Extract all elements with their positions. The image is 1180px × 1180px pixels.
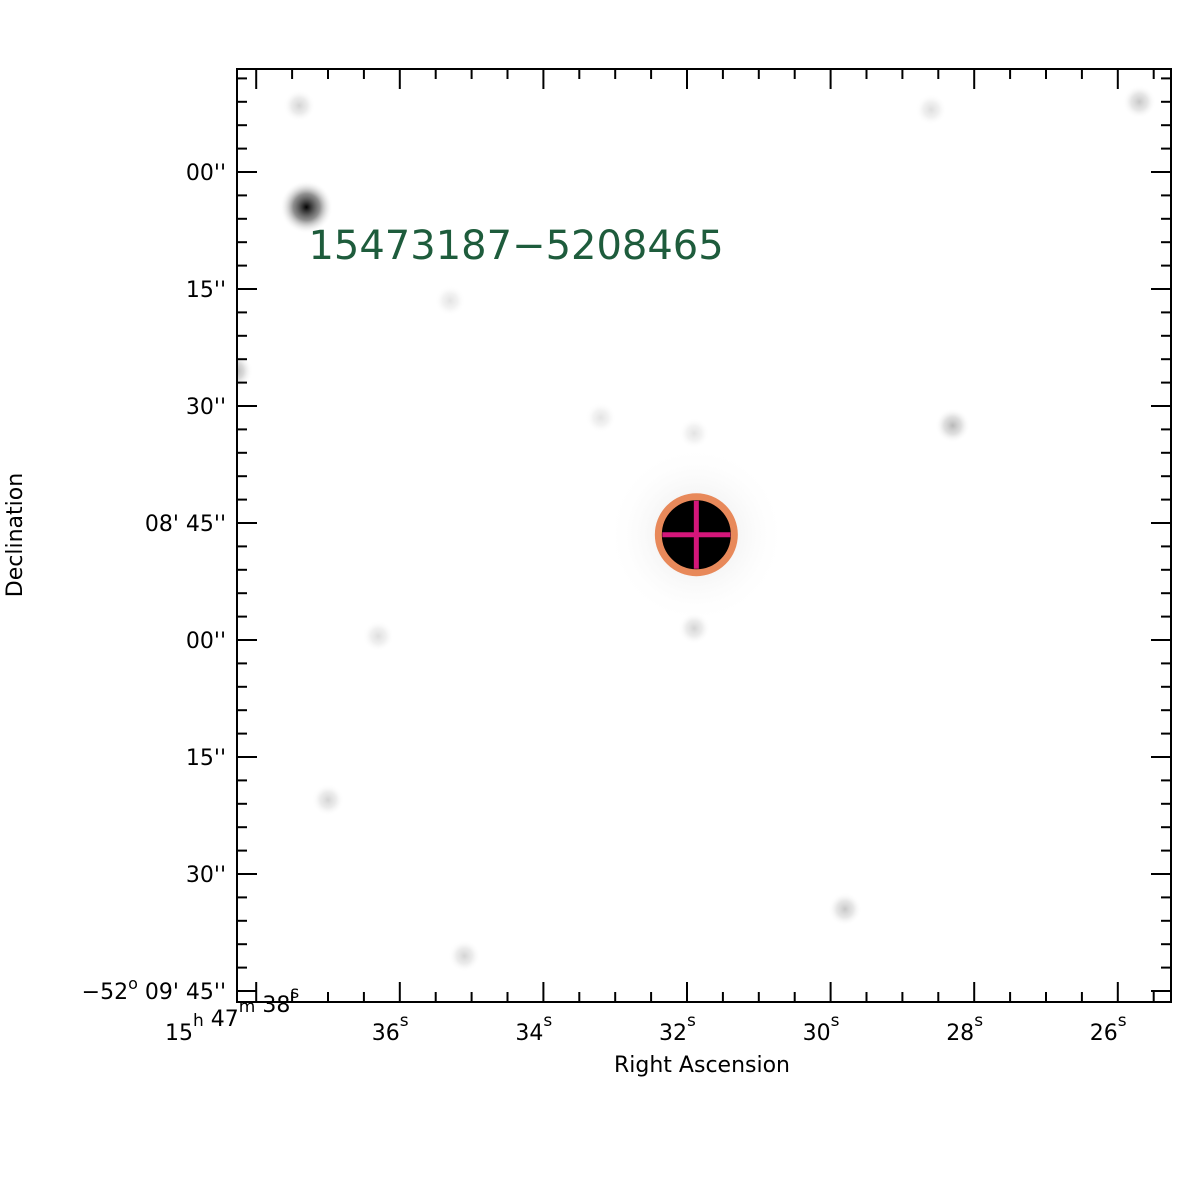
y-tick-label: −52o 09' 45'' bbox=[82, 974, 226, 1005]
x-tick-label: 32s bbox=[659, 1011, 696, 1046]
star-9 bbox=[311, 783, 345, 817]
y-tick-label: 00'' bbox=[186, 629, 226, 654]
y-tick-labels: 00'' 15'' 30'' 08' 45'' 00'' 15'' 30'' −52o 09'… bbox=[82, 161, 226, 1005]
target-label: 15473187−5208465 bbox=[308, 223, 723, 269]
y-tick-label: 15'' bbox=[186, 746, 226, 771]
y-tick-label: 08' 45'' bbox=[145, 512, 226, 537]
star-2 bbox=[237, 352, 253, 389]
y-tick-label: 30'' bbox=[186, 863, 226, 888]
star-6 bbox=[828, 892, 862, 926]
y-tick-label: 15'' bbox=[186, 278, 226, 303]
x-tick-label: 36s bbox=[372, 1011, 409, 1046]
star-1 bbox=[279, 180, 334, 234]
star-11 bbox=[585, 402, 617, 434]
x-axis-title: Right Ascension bbox=[614, 1053, 790, 1078]
x-tick-label: 34s bbox=[515, 1011, 552, 1046]
y-tick-label: 30'' bbox=[186, 395, 226, 420]
y-axis-title: Declination bbox=[3, 473, 28, 597]
star-10 bbox=[362, 620, 394, 652]
star-15 bbox=[915, 93, 947, 126]
star-13 bbox=[678, 417, 710, 449]
x-tick-label: 26s bbox=[1090, 1011, 1127, 1046]
x-tick-label: 28s bbox=[946, 1011, 983, 1046]
target-circle bbox=[654, 493, 738, 577]
star-5 bbox=[283, 89, 316, 122]
star-7 bbox=[448, 939, 481, 973]
x-tick-label-first: 15h 47m 38s bbox=[165, 983, 299, 1046]
plot-frame bbox=[236, 68, 1172, 1003]
y-tick-label: 00'' bbox=[186, 161, 226, 186]
x-tick-label: 30s bbox=[803, 1011, 840, 1046]
target-marker bbox=[654, 493, 738, 577]
star-14 bbox=[434, 285, 466, 317]
star-3 bbox=[935, 408, 971, 443]
sky-image bbox=[237, 85, 1157, 973]
star-4 bbox=[1122, 85, 1157, 119]
x-tick-labels: 15h 47m 38s 36s 34s 32s 30s 28s 26s bbox=[165, 983, 1127, 1046]
axis-ticks bbox=[237, 69, 1171, 1002]
